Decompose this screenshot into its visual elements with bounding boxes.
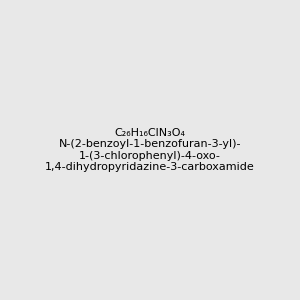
Text: C₂₆H₁₆ClN₃O₄
N-(2-benzoyl-1-benzofuran-3-yl)-
1-(3-chlorophenyl)-4-oxo-
1,4-dihy: C₂₆H₁₆ClN₃O₄ N-(2-benzoyl-1-benzofuran-3… [45,128,255,172]
